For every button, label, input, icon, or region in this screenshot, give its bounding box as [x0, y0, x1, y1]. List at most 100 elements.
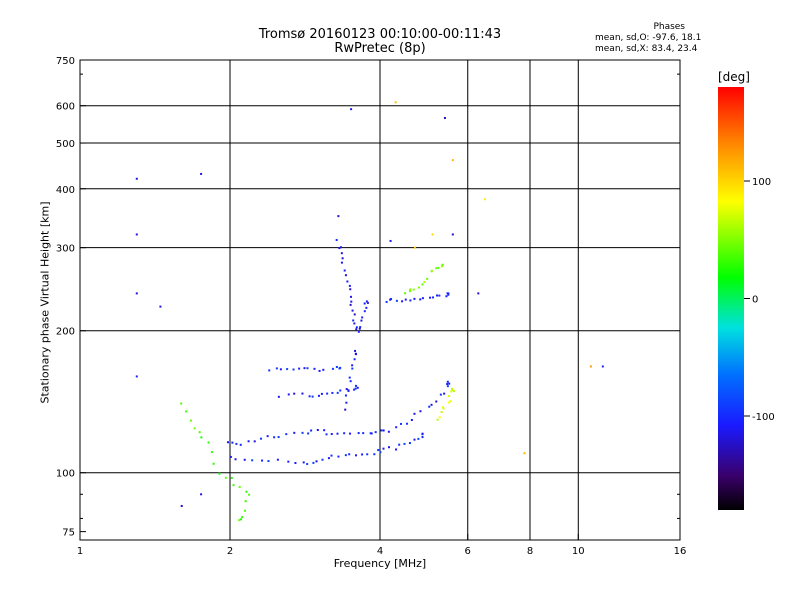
chart-title: Tromsø 20160123 00:10:00-00:11:43: [258, 27, 502, 42]
echo-point: [394, 101, 397, 104]
echo-point: [248, 493, 251, 496]
echo-point: [343, 432, 346, 435]
echo-point: [193, 427, 196, 430]
echo-point: [421, 436, 424, 439]
echo-point: [447, 401, 450, 404]
echo-point: [395, 448, 398, 451]
echo-point: [438, 416, 441, 419]
echo-point: [431, 296, 434, 299]
echo-point: [238, 519, 241, 522]
echo-point: [207, 441, 210, 444]
echo-point: [317, 394, 320, 397]
echo-point: [338, 247, 341, 250]
echo-point: [337, 455, 340, 458]
echo-point: [349, 380, 352, 383]
echo-point: [439, 393, 442, 396]
echo-point: [355, 326, 358, 329]
y-tick-label: 500: [56, 139, 75, 150]
echo-point: [438, 294, 441, 297]
echo-point: [348, 376, 351, 379]
echo-point: [331, 391, 334, 394]
echo-point: [355, 454, 358, 457]
echo-point: [307, 432, 310, 435]
echo-point: [344, 274, 347, 277]
echo-point: [451, 233, 454, 236]
echo-point: [230, 476, 233, 479]
echo-point: [253, 440, 256, 443]
echo-point: [247, 440, 250, 443]
echo-point: [344, 394, 347, 397]
x-tick-label: 2: [227, 546, 233, 557]
echo-point: [363, 310, 366, 313]
echo-point: [448, 382, 451, 385]
echo-point: [373, 453, 376, 456]
echo-point: [240, 518, 243, 521]
echo-point: [267, 460, 270, 463]
echo-point: [135, 177, 138, 180]
echo-point: [276, 458, 279, 461]
echo-point: [398, 443, 401, 446]
echo-point: [451, 387, 454, 390]
echo-point: [244, 500, 247, 503]
echo-point: [315, 460, 318, 463]
echo-point: [445, 295, 448, 298]
y-tick-label: 750: [56, 56, 75, 67]
echo-point: [241, 516, 244, 519]
echo-point: [353, 322, 356, 325]
echo-point: [231, 441, 234, 444]
echo-point: [443, 392, 446, 395]
y-tick-label: 75: [62, 528, 75, 539]
echo-point: [477, 292, 480, 295]
echo-point: [321, 458, 324, 461]
echo-point: [339, 389, 342, 392]
echo-point: [354, 387, 357, 390]
echo-point: [275, 367, 278, 370]
echo-point: [320, 392, 323, 395]
echo-point: [229, 455, 232, 458]
colorbar-ticks: 100 0 -100: [744, 177, 775, 423]
echo-point: [365, 306, 368, 309]
echo-point: [389, 239, 392, 242]
echo-point: [409, 288, 412, 291]
echo-point: [298, 367, 301, 370]
echo-point: [301, 392, 304, 395]
echo-point: [279, 368, 282, 371]
echo-point: [318, 369, 321, 372]
echo-point: [346, 280, 349, 283]
echo-point: [359, 326, 362, 329]
colorbar-tick-label: -100: [752, 412, 775, 423]
x-tick-label: 16: [674, 546, 687, 557]
echo-point: [436, 294, 439, 297]
echo-point: [449, 400, 452, 403]
echo-point: [180, 402, 183, 405]
echo-point: [442, 407, 445, 410]
echo-point: [302, 461, 305, 464]
echo-point: [435, 267, 438, 270]
echo-point: [484, 198, 487, 201]
echo-point: [277, 395, 280, 398]
echo-point: [421, 432, 424, 435]
echo-point: [312, 461, 315, 464]
echo-point: [450, 390, 453, 393]
echo-point: [331, 367, 334, 370]
echo-point: [235, 442, 238, 445]
echo-point: [343, 269, 346, 272]
echo-point: [135, 292, 138, 295]
echo-point: [198, 431, 201, 434]
echo-point: [306, 463, 309, 466]
echo-point: [413, 438, 416, 441]
echo-point: [323, 429, 326, 432]
echo-point: [344, 454, 347, 457]
x-tick-label: 6: [465, 546, 471, 557]
echo-point: [380, 429, 383, 432]
echo-point: [268, 369, 271, 372]
echo-point: [349, 288, 352, 291]
echo-point: [293, 392, 296, 395]
echo-point: [351, 367, 354, 370]
echo-point: [350, 300, 353, 303]
echo-point: [382, 447, 385, 450]
echo-point: [428, 405, 431, 408]
echo-point: [419, 410, 422, 413]
echo-point: [326, 392, 329, 395]
echo-point: [311, 395, 314, 398]
